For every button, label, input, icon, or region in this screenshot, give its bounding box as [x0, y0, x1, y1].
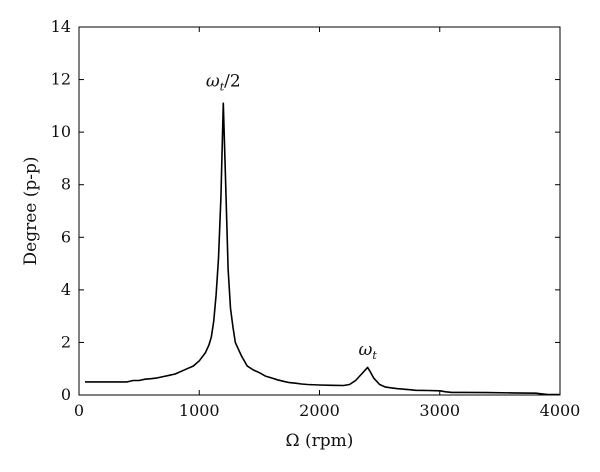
series-line — [85, 102, 560, 396]
y-tick-label: 6 — [61, 227, 71, 246]
y-tick-label: 0 — [61, 385, 71, 404]
annotation-symbol: ω — [206, 72, 220, 92]
y-tick-label: 14 — [51, 17, 71, 36]
annotation-symbol: ω — [358, 340, 372, 360]
annotation-subscript: t — [220, 81, 225, 94]
annotation-suffix: /2 — [224, 72, 241, 92]
x-axis-label: Ω (rpm) — [286, 431, 354, 451]
peak-annotation: ωt/2 — [206, 72, 241, 94]
plot-frame — [78, 26, 561, 396]
x-tick-label: 3000 — [419, 401, 460, 420]
peak-annotation: ωt — [358, 340, 377, 362]
y-tick-label: 10 — [51, 122, 71, 141]
x-tick-label: 2000 — [299, 401, 340, 420]
y-tick-label: 2 — [61, 332, 71, 351]
x-tick-label: 4000 — [540, 401, 581, 420]
y-tick-label: 4 — [61, 280, 71, 299]
y-tick-label: 12 — [51, 70, 71, 89]
y-tick-label: 8 — [61, 175, 71, 194]
x-tick-label: 1000 — [179, 401, 220, 420]
y-axis-label: Degree (p-p) — [21, 157, 41, 266]
annotation-subscript: t — [372, 349, 377, 362]
x-tick-label: 0 — [74, 401, 84, 420]
